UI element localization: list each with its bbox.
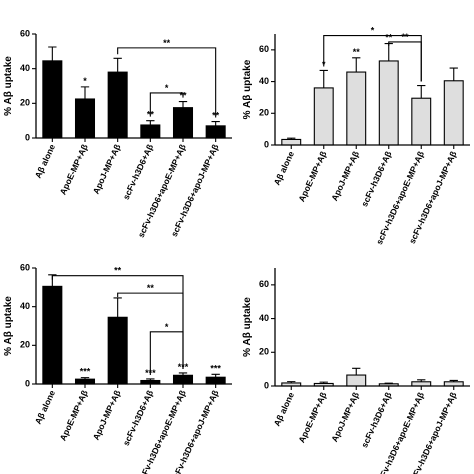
error-bar: [80, 377, 90, 380]
significance-bracket: [149, 92, 184, 117]
bar: [346, 71, 367, 146]
bar: [205, 125, 226, 139]
error-bar: [113, 297, 122, 318]
bar: [107, 316, 128, 385]
error-bar: [113, 57, 122, 73]
significance-star: ***: [80, 367, 91, 377]
bar: [172, 107, 194, 139]
x-tick-label: scFv-h3D6+Aβ: [359, 391, 393, 450]
y-tick-label: 20: [20, 340, 30, 350]
error-bar: [352, 57, 361, 73]
significance-bracket: [149, 331, 184, 375]
error-bar: [146, 378, 155, 381]
y-tick-label: 60: [20, 262, 30, 272]
y-tick-label: 0: [264, 139, 269, 149]
y-tick-label: 60: [259, 279, 269, 289]
bar: [107, 71, 128, 139]
y-tick-label: 40: [20, 301, 30, 311]
panel-bottom-right: 0 20 40 60 Aβ alone ApoE-MP+Aβ ApoJ-MP+AβscFv-…: [242, 268, 470, 474]
significance-label: *: [371, 26, 375, 36]
x-tick-label: scFv-h3D6+Aβ: [359, 150, 393, 209]
significance-bracket: [117, 292, 184, 369]
bar: [205, 376, 226, 385]
x-tick-label: Aβ alone: [272, 149, 296, 186]
y-tick-label: 20: [20, 98, 30, 108]
error-bar: [417, 84, 426, 99]
bar: [346, 374, 367, 387]
y-tick-label: 40: [259, 76, 269, 86]
y-axis-label: % Aβ uptake: [242, 59, 253, 119]
x-tick-label: Aβ alone: [33, 142, 57, 179]
error-bar: [449, 67, 458, 81]
significance-label: **: [114, 266, 122, 276]
significance-label: *: [165, 83, 169, 93]
bar: [378, 60, 399, 146]
y-tick-label: 0: [264, 380, 269, 390]
error-bar: [287, 381, 296, 383]
error-bar: [211, 120, 220, 126]
bar: [140, 124, 161, 139]
x-tick-label: ApoJ-MP+Aβ: [329, 150, 361, 203]
bar: [74, 378, 96, 385]
significance-label: *: [165, 322, 169, 332]
x-tick-label: ApoE-MP+Aβ: [58, 389, 90, 443]
y-tick-label: 40: [259, 313, 269, 323]
x-tick-label: ApoJ-MP+Aβ: [329, 391, 361, 444]
x-tick-label: scFv-h3D6+Aβ: [121, 389, 155, 448]
x-tick-label: ApoE-MP+Aβ: [296, 150, 328, 204]
error-bar: [211, 373, 220, 378]
significance-star: **: [353, 47, 361, 57]
y-tick-label: 0: [25, 378, 30, 388]
y-tick-label: 20: [259, 347, 269, 357]
y-axis-label: % Aβ uptake: [242, 297, 253, 357]
y-tick-label: 60: [259, 44, 269, 54]
error-bar: [384, 42, 393, 61]
y-tick-label: 60: [20, 28, 30, 38]
significance-bracket: [117, 47, 217, 118]
bar: [74, 98, 96, 139]
error-bar: [384, 382, 393, 384]
y-tick-label: 20: [259, 108, 269, 118]
y-axis-label: % Aβ uptake: [3, 296, 14, 356]
significance-bracket: [388, 41, 422, 82]
significance-star: **: [385, 33, 393, 43]
error-bar: [449, 379, 458, 382]
x-tick-label: ApoE-MP+Aβ: [296, 391, 328, 445]
significance-label: **: [401, 32, 409, 42]
error-bar: [287, 137, 296, 140]
significance-star: *: [83, 76, 87, 86]
x-tick-label: ApoJ-MP+Aβ: [91, 389, 123, 442]
y-tick-label: 40: [20, 63, 30, 73]
significance-label: **: [147, 283, 155, 293]
x-tick-label: Aβ alone: [272, 390, 296, 427]
significance-label: **: [163, 38, 171, 48]
bar: [313, 87, 334, 146]
bar: [42, 285, 63, 385]
bar: [411, 97, 432, 146]
error-bar: [319, 381, 328, 384]
bar: [443, 80, 464, 146]
error-bar: [80, 86, 90, 99]
bar: [281, 138, 302, 146]
error-bar: [146, 120, 155, 125]
bar: [172, 374, 194, 385]
x-tick-label: ApoE-MP+Aβ: [58, 143, 90, 197]
error-bar: [417, 379, 426, 382]
significance-star: ***: [210, 363, 221, 373]
x-tick-label: scFv-h3D6+Aβ: [121, 143, 155, 202]
y-axis-label: % Aβ uptake: [3, 56, 14, 116]
error-bar: [352, 367, 361, 376]
error-bar: [48, 46, 57, 61]
error-bar: [178, 101, 188, 108]
bar: [42, 60, 63, 139]
y-tick-label: 0: [25, 132, 30, 142]
error-bar: [319, 69, 328, 88]
error-bar: [178, 372, 188, 376]
x-tick-label: ApoJ-MP+Aβ: [91, 143, 123, 196]
x-tick-label: Aβ alone: [33, 388, 57, 425]
